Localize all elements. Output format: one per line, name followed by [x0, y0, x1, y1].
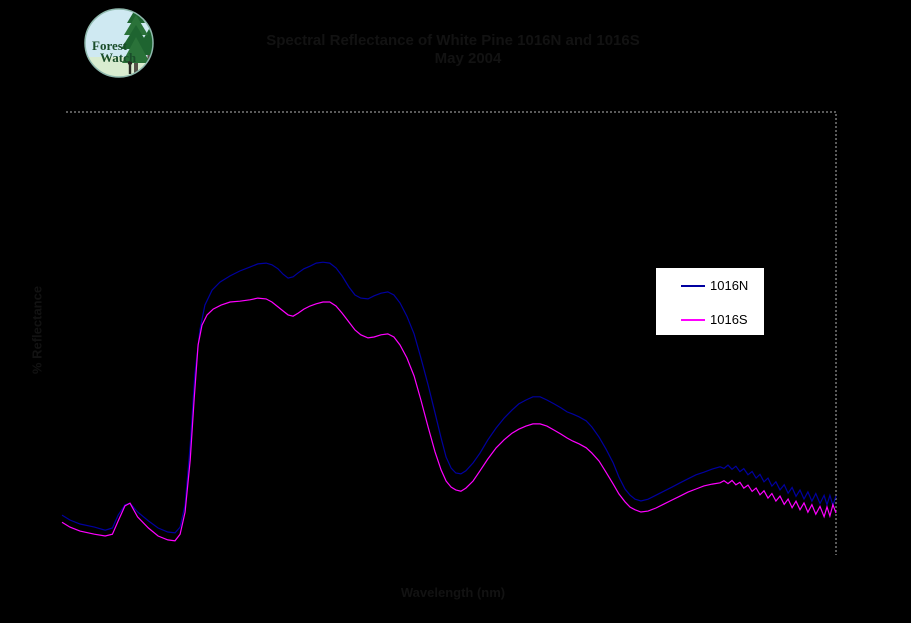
logo-text-forest: Forest	[92, 38, 128, 53]
logo-text-watch: Watch	[100, 50, 137, 65]
legend-swatch-1016s	[681, 319, 705, 321]
legend-item-1016s: 1016S	[656, 311, 764, 329]
plot-border	[66, 111, 837, 555]
legend-label-1016s: 1016S	[710, 312, 748, 327]
legend: 1016N 1016S	[655, 267, 765, 336]
series-line-1016s	[61, 297, 837, 542]
chart-title-line1: Spectral Reflectance of White Pine 1016N…	[266, 32, 640, 49]
forest-watch-logo: Forest Watch	[79, 3, 159, 83]
chart-title-line2: May 2004	[434, 50, 502, 67]
legend-label-1016n: 1016N	[710, 278, 749, 293]
forest-watch-logo-graphic: Forest Watch	[84, 8, 154, 78]
legend-item-1016n: 1016N	[656, 277, 764, 295]
x-axis-title: Wavelength (nm)	[400, 585, 506, 600]
legend-swatch-1016n	[681, 285, 705, 287]
y-axis-title: % Reflectance	[29, 285, 45, 375]
logo-person-icon	[127, 60, 133, 74]
series-line-1016n	[61, 261, 837, 534]
